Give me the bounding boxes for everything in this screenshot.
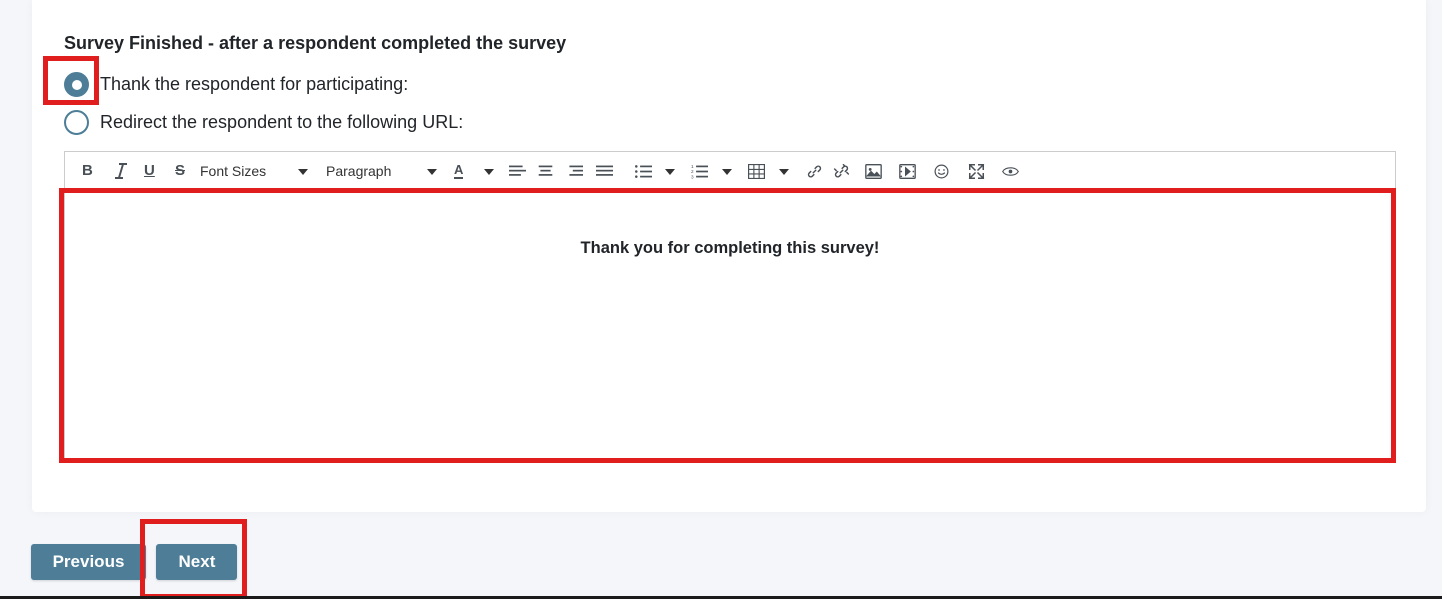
svg-text:2: 2: [691, 169, 694, 174]
svg-text:3: 3: [691, 174, 694, 179]
svg-text:1: 1: [691, 164, 694, 169]
